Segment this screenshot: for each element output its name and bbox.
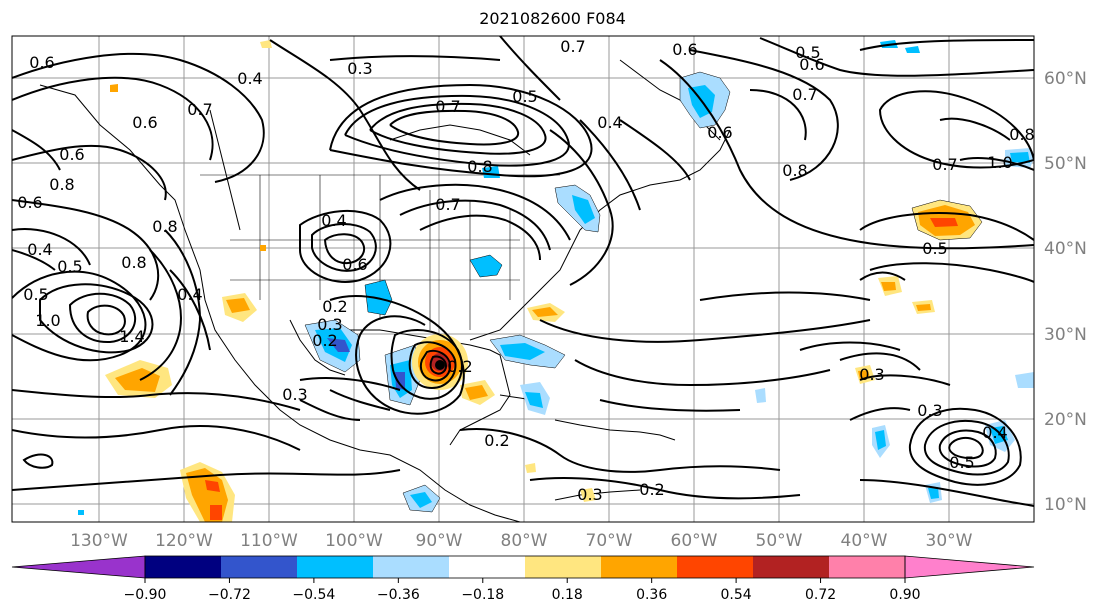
colorbar-tick-label: 0.54: [721, 587, 752, 603]
colorbar-segment: [297, 556, 373, 578]
contour-label: 0.3: [859, 365, 884, 384]
contour-label: 0.5: [949, 453, 974, 472]
colorbar-segment: [829, 556, 905, 578]
contour-label: 0.7: [792, 85, 817, 104]
lon-label: 130°W: [70, 531, 128, 551]
colorbar-tick-label: 0.18: [552, 587, 583, 603]
map-panel: 0.3 0.7 0.6 0.6 0.5 0.6 0.4 0.7 0.6 0.6 …: [12, 36, 1034, 522]
lat-label: 20°N: [1044, 410, 1087, 430]
lat-label: 10°N: [1044, 495, 1087, 515]
contour-label: 0.2: [639, 480, 664, 499]
contour-label: 0.7: [560, 37, 585, 56]
lon-label: 100°W: [325, 531, 383, 551]
contour-label: 0.4: [27, 240, 52, 259]
contour-label: 0.2: [484, 431, 509, 450]
map-title: 2021082600 F084: [479, 9, 626, 28]
colorbar-segment: [677, 556, 753, 578]
map-frame: [11, 35, 1035, 523]
contour-label: 0.6: [707, 123, 732, 142]
lat-label: 30°N: [1044, 325, 1087, 345]
contour-label: 0.8: [152, 217, 177, 236]
colorbar-tick-label: −0.72: [208, 587, 251, 603]
lon-label: 40°W: [841, 531, 888, 551]
contour-label: 0.2: [322, 297, 347, 316]
contour-label: 0.8: [121, 253, 146, 272]
contour-label-layer: 0.3 0.7 0.6 0.6 0.5 0.6 0.4 0.7 0.6 0.6 …: [17, 37, 1034, 504]
contour-label: 0.2: [312, 331, 337, 350]
contour-label: 0.2: [447, 357, 472, 376]
latitude-labels: 60°N 50°N 40°N 30°N 20°N 10°N: [1044, 69, 1087, 515]
contour-label: 0.3: [282, 385, 307, 404]
colorbar-segment: [373, 556, 449, 578]
lon-label: 30°W: [926, 531, 973, 551]
lon-label: 110°W: [240, 531, 298, 551]
colorbar-segment: [221, 556, 297, 578]
coastlines: [39, 59, 731, 522]
colorbar-segment: [753, 556, 829, 578]
contour-label: 0.6: [672, 40, 697, 59]
contour-label: 0.7: [435, 97, 460, 116]
colorbar-segments: [11, 555, 1035, 579]
lon-label: 80°W: [501, 531, 548, 551]
lon-label: 120°W: [155, 531, 213, 551]
contour-label: 1.4: [119, 327, 144, 346]
colorbar-extend-high: [904, 555, 1035, 579]
colorbar-segment: [525, 556, 601, 578]
contour-label: 0.5: [922, 239, 947, 258]
lon-label: 90°W: [416, 531, 463, 551]
contour-label: 0.7: [932, 155, 957, 174]
lat-label: 50°N: [1044, 154, 1087, 174]
lon-label: 60°W: [671, 531, 718, 551]
contour-label: 0.8: [782, 161, 807, 180]
colorbar-tick-label: 0.72: [805, 587, 836, 603]
contour-label: 0.6: [59, 145, 84, 164]
contour-label: 0.8: [49, 175, 74, 194]
colorbar-tick-label: −0.18: [461, 587, 504, 603]
contour-label: 0.6: [132, 113, 157, 132]
contour-label: 0.4: [237, 69, 262, 88]
colorbar-tick-label: 0.36: [636, 587, 667, 603]
colorbar-tick-label: −0.90: [124, 587, 167, 603]
contour-label: 0.3: [917, 401, 942, 420]
contour-label: 0.6: [17, 193, 42, 212]
contour-label: 1.0: [987, 153, 1012, 172]
contour-label: 0.6: [29, 53, 54, 72]
contour-label: 0.5: [512, 87, 537, 106]
contour-label: 0.5: [795, 43, 820, 62]
longitude-labels: 130°W 120°W 110°W 100°W 90°W 80°W 70°W 6…: [70, 531, 973, 551]
colorbar-tick-label: 0.90: [889, 587, 920, 603]
colorbar-tick-label: −0.36: [377, 587, 420, 603]
contour-label: 0.3: [317, 315, 342, 334]
contour-label: 0.8: [1009, 125, 1034, 144]
contour-label: 0.6: [799, 55, 824, 74]
colorbar-ticks: −0.90 −0.72 −0.54 −0.36 −0.18 0.18 0.36 0.54 0.7…: [124, 578, 921, 603]
contour-label: 0.7: [187, 100, 212, 119]
lat-label: 60°N: [1044, 69, 1087, 89]
colorbar-frame: [144, 555, 906, 579]
contour-label: 0.5: [23, 285, 48, 304]
colorbar-segment: [449, 556, 525, 578]
colorbar-segment: [601, 556, 677, 578]
colorbar-extend-low: [11, 555, 146, 579]
contour-label: 0.8: [467, 157, 492, 176]
contour-label: 0.3: [577, 485, 602, 504]
colorbar-segment: [145, 556, 221, 578]
contour-label: 0.3: [347, 59, 372, 78]
lat-label: 40°N: [1044, 239, 1087, 259]
colorbar: −0.90 −0.72 −0.54 −0.36 −0.18 0.18 0.36 0.54 0.7…: [11, 555, 1035, 603]
contour-lines: [12, 36, 1034, 507]
contour-label: 0.4: [177, 285, 202, 304]
contour-label: 0.4: [597, 113, 622, 132]
contour-label: 0.6: [342, 255, 367, 274]
contour-label: 0.5: [57, 257, 82, 276]
contour-label: 0.4: [321, 211, 346, 230]
contour-label: 1.0: [35, 311, 60, 330]
colorbar-tick-label: −0.54: [292, 587, 335, 603]
contour-label: 0.7: [435, 195, 460, 214]
lon-label: 50°W: [756, 531, 803, 551]
graticule: [12, 36, 1034, 522]
contour-label: 0.4: [982, 423, 1007, 442]
lon-label: 70°W: [586, 531, 633, 551]
